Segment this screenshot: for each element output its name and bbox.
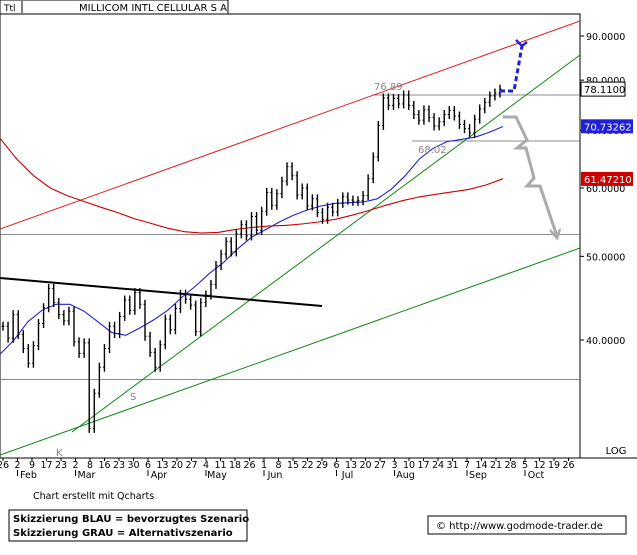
log-scale-label: LOG	[606, 446, 627, 457]
chart-title: MILLICOM INTL CELLULAR S A	[79, 3, 227, 14]
x-tick-label: 17	[417, 460, 429, 471]
x-tick-label: 20	[359, 460, 371, 471]
month-label: Apr	[151, 470, 168, 481]
indicator-label: 61.47210	[584, 175, 632, 186]
copyright-link[interactable]: © http://www.godmode-trader.de	[436, 521, 603, 532]
x-tick-label: 4	[203, 460, 209, 471]
x-tick-label: 1	[261, 460, 267, 471]
month-label: Feb	[20, 470, 37, 481]
last-price-label: 78.1100	[584, 85, 625, 96]
trendline-green-rising	[71, 54, 581, 433]
x-tick-label: 29	[316, 460, 328, 471]
x-tick-label: 17	[40, 460, 52, 471]
annotation-label: 76.89	[374, 82, 403, 93]
x-tick-label: 28	[504, 460, 516, 471]
header-left-label: Ttl	[3, 4, 16, 14]
indicator-label-box	[581, 119, 633, 134]
header-box	[0, 0, 229, 15]
indicator-label: 70.73262	[584, 122, 632, 133]
x-tick-label: 3	[391, 460, 397, 471]
x-tick-label: 30	[127, 460, 139, 471]
month-label: Mar	[78, 470, 96, 481]
x-tick-label: 20	[171, 460, 183, 471]
y-tick-label: 50.0000	[586, 252, 625, 263]
scenario-gray-path	[503, 115, 559, 237]
x-tick-label: 31	[446, 460, 458, 471]
legend-gray: Skizzierung GRAU = Alternativszenario	[13, 528, 233, 539]
month-label: Aug	[396, 470, 415, 481]
month-label: Jun	[267, 470, 283, 481]
month-label: Sep	[469, 470, 487, 481]
x-tick-label: 27	[374, 460, 386, 471]
x-tick-label: 5	[522, 460, 528, 471]
month-label: Jul	[341, 470, 353, 481]
x-tick-label: 14	[475, 460, 487, 471]
annotation-label: K	[56, 448, 63, 459]
annotation-label: S	[130, 392, 136, 403]
y-tick-label: 40.0000	[586, 336, 625, 347]
x-tick-label: 2	[14, 460, 20, 471]
x-tick-label: 2	[72, 460, 78, 471]
legend-box	[8, 509, 248, 542]
credit-text: Chart erstellt mit Qcharts	[33, 491, 154, 502]
indicator-label-box	[581, 171, 633, 186]
last-price-box	[580, 81, 626, 97]
copyright-box	[427, 515, 627, 535]
trendline-black-resistance	[0, 277, 323, 307]
x-tick-label: 16	[98, 460, 110, 471]
x-tick-label: 13	[156, 460, 168, 471]
scenario-blue-arrowhead	[515, 39, 528, 48]
x-tick-label: 21	[490, 460, 502, 471]
x-tick-label: 9	[29, 460, 35, 471]
x-tick-label: 15	[287, 460, 299, 471]
scenario-blue-path	[500, 45, 524, 93]
x-tick-label: 26	[0, 460, 9, 471]
y-tick-label: 60.0000	[586, 184, 625, 195]
x-tick-label: 27	[185, 460, 197, 471]
month-label: Oct	[528, 470, 545, 481]
x-tick-label: 26	[562, 460, 574, 471]
x-tick-label: 6	[145, 460, 151, 471]
x-tick-label: 13	[345, 460, 357, 471]
month-label: May	[207, 470, 227, 481]
x-tick-label: 10	[403, 460, 415, 471]
y-tick-label: 90.0000	[586, 32, 625, 43]
x-tick-label: 8	[87, 460, 93, 471]
trendline-green-lower	[0, 247, 581, 456]
trendline-red-upper	[0, 20, 581, 230]
x-tick-label: 26	[243, 460, 255, 471]
legend-blue: Skizzierung BLAU = bevorzugtes Szenario	[13, 514, 249, 525]
x-tick-label: 18	[229, 460, 241, 471]
scenario-gray-arrowhead	[549, 228, 562, 241]
x-tick-label: 7	[464, 460, 470, 471]
x-tick-label: 12	[533, 460, 545, 471]
annotation-label: 68.02	[418, 145, 447, 156]
x-tick-label: 19	[548, 460, 560, 471]
x-tick-label: 11	[214, 460, 226, 471]
x-tick-label: 6	[333, 460, 339, 471]
x-tick-label: 22	[301, 460, 313, 471]
x-tick-label: 8	[275, 460, 281, 471]
x-tick-label: 23	[55, 460, 67, 471]
x-tick-label: 24	[432, 460, 444, 471]
x-tick-label: 23	[113, 460, 125, 471]
